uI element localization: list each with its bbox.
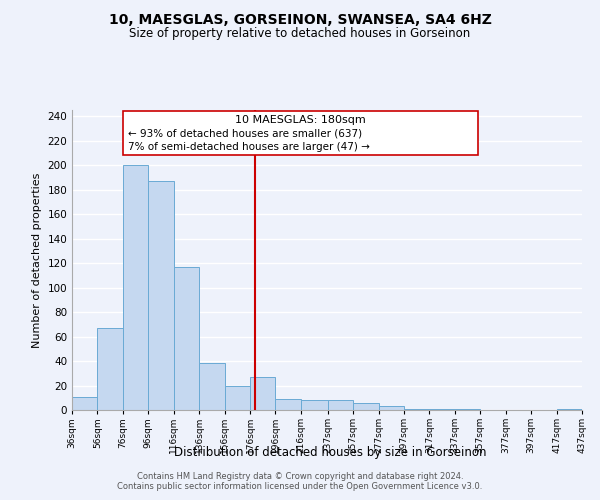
Y-axis label: Number of detached properties: Number of detached properties [32, 172, 42, 348]
Text: Contains public sector information licensed under the Open Government Licence v3: Contains public sector information licen… [118, 482, 482, 491]
Bar [97, 328, 123, 410]
FancyBboxPatch shape [123, 111, 478, 156]
Bar [430, 409, 455, 410]
Bar [224, 386, 250, 410]
Text: 7% of semi-detached houses are larger (47) →: 7% of semi-detached houses are larger (4… [128, 142, 370, 152]
Bar [275, 399, 301, 410]
Bar [328, 400, 353, 410]
Text: Distribution of detached houses by size in Gorseinon: Distribution of detached houses by size … [174, 446, 486, 459]
Bar [353, 402, 379, 410]
Bar [250, 377, 275, 410]
Text: 10 MAESGLAS: 180sqm: 10 MAESGLAS: 180sqm [235, 115, 365, 125]
Bar [199, 364, 224, 410]
Bar [557, 409, 582, 410]
Bar [379, 406, 404, 410]
Bar [301, 400, 328, 410]
Text: Contains HM Land Registry data © Crown copyright and database right 2024.: Contains HM Land Registry data © Crown c… [137, 472, 463, 481]
Bar [174, 266, 199, 410]
Text: Size of property relative to detached houses in Gorseinon: Size of property relative to detached ho… [130, 28, 470, 40]
Text: ← 93% of detached houses are smaller (637): ← 93% of detached houses are smaller (63… [128, 128, 362, 138]
Bar [72, 396, 97, 410]
Bar [404, 409, 430, 410]
Bar [148, 181, 174, 410]
Text: 10, MAESGLAS, GORSEINON, SWANSEA, SA4 6HZ: 10, MAESGLAS, GORSEINON, SWANSEA, SA4 6H… [109, 12, 491, 26]
Bar [455, 409, 480, 410]
Bar [123, 165, 148, 410]
